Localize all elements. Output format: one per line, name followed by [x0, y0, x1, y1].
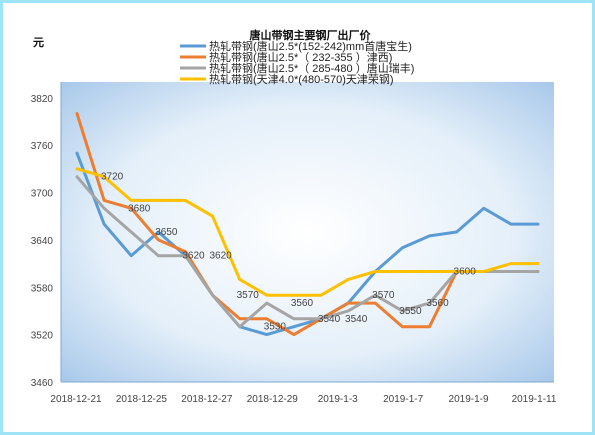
- data-label: 3620: [182, 251, 205, 262]
- x-tick-label: 2018-12-29: [247, 394, 299, 405]
- y-tick-label: 3460: [31, 378, 54, 389]
- y-axis: 3460 3520 3580 3640 3700 3760 3820: [31, 82, 62, 389]
- x-axis: 2018-12-21 2018-12-25 2018-12-27 2018-12-29…: [50, 381, 557, 405]
- y-tick-label: 3580: [31, 283, 54, 294]
- data-label: 3620: [209, 251, 232, 262]
- series-lines: [75, 112, 540, 337]
- legend-label-1: 热轧带钢(唐山2.5*(152-242)mm首唐宝生): [209, 39, 412, 53]
- legend-label-2: 热轧带钢(唐山2.5*（ 232-355 ）津西): [209, 50, 392, 64]
- series-line-4: [75, 167, 540, 297]
- data-label: 3560: [291, 298, 314, 309]
- y-tick-label: 3700: [31, 189, 54, 200]
- x-tick-label: 2018-12-21: [50, 394, 102, 405]
- y-unit-label: 元: [33, 36, 44, 49]
- data-label: 3530: [264, 322, 287, 333]
- x-tick-label: 2019-1-11: [512, 394, 557, 405]
- x-tick-label: 2019-1-3: [318, 394, 358, 405]
- data-label: 3600: [454, 266, 477, 277]
- y-tick-label: 3760: [31, 141, 54, 152]
- data-label: 3650: [155, 227, 178, 238]
- chart-title: 唐山带钢主要钢厂出厂价: [250, 28, 372, 42]
- x-tick-label: 2018-12-27: [181, 394, 233, 405]
- y-tick-label: 3820: [31, 94, 54, 105]
- legend-label-3: 热轧带钢(唐山2.5*（ 285-480 ）唐山瑞丰): [209, 61, 414, 75]
- data-label: 3570: [372, 290, 395, 301]
- data-label: 3570: [237, 290, 260, 301]
- y-tick-label: 3520: [31, 331, 54, 342]
- plot-area: [61, 82, 554, 382]
- data-label: 3720: [101, 172, 124, 183]
- data-label: 3560: [426, 298, 449, 309]
- data-label: 3540: [318, 314, 341, 325]
- x-tick-label: 2019-1-7: [383, 394, 423, 405]
- data-label: 3550: [399, 306, 422, 317]
- legend: 热轧带钢(唐山2.5*(152-242)mm首唐宝生)热轧带钢(唐山2.5*（ …: [180, 39, 414, 86]
- data-labels: 3720 3680 3650 3620 3620 3570 3530 3560 3540 3540…: [101, 172, 476, 333]
- data-label: 3540: [345, 314, 368, 325]
- data-label: 3680: [128, 203, 151, 214]
- x-tick-label: 2019-1-9: [449, 394, 489, 405]
- x-tick-label: 2018-12-25: [116, 394, 168, 405]
- legend-label-4: 热轧带钢(天津4.0*(480-570)天津荣钢): [209, 72, 394, 86]
- y-tick-label: 3640: [31, 236, 54, 247]
